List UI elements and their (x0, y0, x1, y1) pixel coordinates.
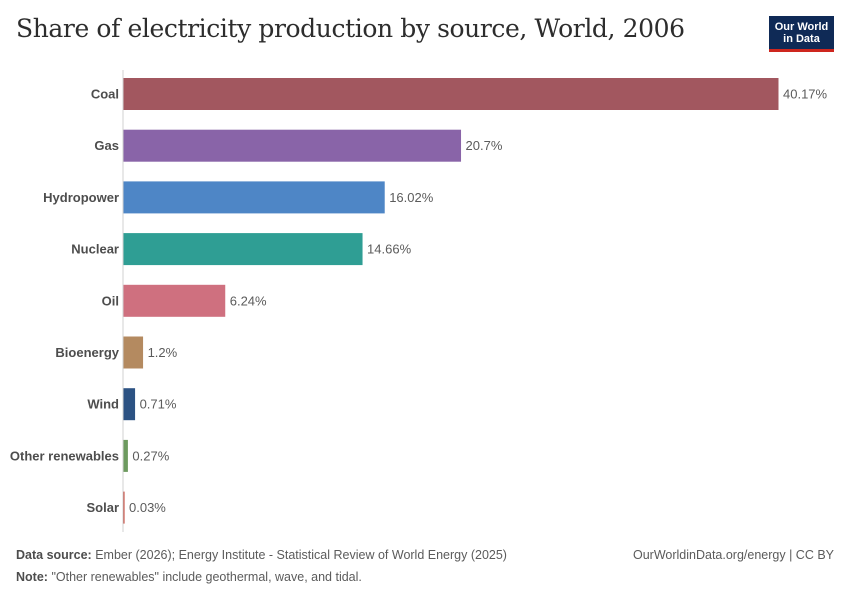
source-text: Ember (2026); Energy Institute - Statist… (95, 548, 507, 562)
value-label: 14.66% (367, 242, 412, 257)
value-label: 0.71% (140, 397, 177, 412)
category-label: Gas (94, 138, 119, 153)
value-label: 16.02% (389, 190, 434, 205)
bar-nuclear[interactable] (123, 233, 363, 266)
bar-hydropower[interactable] (123, 181, 385, 214)
bar-oil[interactable] (123, 284, 226, 317)
bar-wind[interactable] (123, 388, 136, 421)
category-label: Other renewables (10, 448, 119, 463)
owid-logo[interactable]: Our World in Data (769, 16, 834, 52)
category-label: Solar (86, 500, 119, 515)
category-label: Coal (91, 87, 119, 102)
chart-title: Share of electricity production by sourc… (16, 14, 685, 43)
footer-note-row: Note: "Other renewables" include geother… (16, 570, 834, 584)
bar-bioenergy[interactable] (123, 336, 144, 369)
category-label: Nuclear (71, 242, 119, 257)
value-label: 20.7% (466, 138, 503, 153)
source-label: Data source: (16, 548, 92, 562)
bar-other-renewables[interactable] (123, 439, 128, 472)
bar-gas[interactable] (123, 129, 462, 162)
license-link[interactable]: OurWorldinData.org/energy | CC BY (632, 548, 834, 562)
footer-source-row: Data source: Ember (2026); Energy Instit… (16, 548, 834, 562)
bar-chart: Coal 40.17% Gas 20.7% Hydropower 16.02% Nuclea… (10, 70, 828, 532)
value-label: 1.2% (148, 345, 178, 360)
note-text: "Other renewables" include geothermal, w… (51, 570, 362, 584)
note-label: Note: (16, 570, 48, 584)
category-label: Bioenergy (55, 345, 119, 360)
bar-solar[interactable] (123, 491, 125, 524)
logo-text-line1: Our World (774, 20, 829, 33)
value-label: 6.24% (230, 293, 267, 308)
category-label: Wind (87, 397, 119, 412)
value-label: 0.27% (132, 448, 169, 463)
value-label: 0.03% (129, 500, 166, 515)
bar-coal[interactable] (123, 78, 779, 110)
logo-text-line2: in Data (783, 32, 820, 45)
value-label: 40.17% (783, 87, 828, 102)
category-label: Oil (102, 293, 119, 308)
category-label: Hydropower (43, 190, 119, 205)
